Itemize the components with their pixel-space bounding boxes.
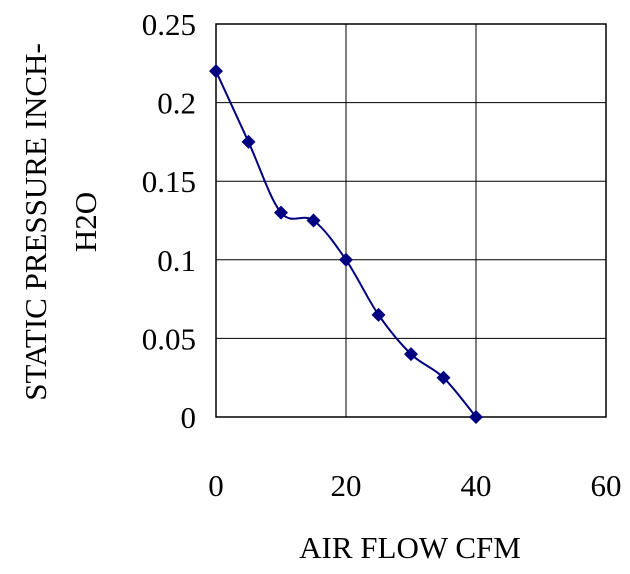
plot-area-frame <box>215 23 607 418</box>
y-axis-tick-labels: 0 0.05 0.1 0.15 0.2 0.25 <box>142 7 196 435</box>
data-point-marker <box>274 205 288 220</box>
data-point-marker <box>209 64 223 79</box>
data-point-marker <box>306 213 321 228</box>
y-axis-label-line1: STATIC PRESSURE INCH- <box>18 43 53 401</box>
data-point-marker <box>339 252 353 267</box>
data-point-marker <box>469 410 483 424</box>
y-tick-label: 0.15 <box>142 164 196 199</box>
y-axis-label-line2: H2O <box>68 192 103 252</box>
x-tick-label: 0 <box>208 468 224 503</box>
x-tick-label: 20 <box>331 468 362 503</box>
y-tick-label: 0 <box>181 400 197 435</box>
data-markers <box>209 64 483 424</box>
y-tick-label: 0.2 <box>157 86 196 121</box>
y-tick-label: 0.25 <box>142 7 196 42</box>
x-axis-tick-labels: 0 20 40 60 <box>208 468 621 503</box>
x-tick-label: 40 <box>461 468 492 503</box>
data-point-marker <box>241 134 256 149</box>
y-tick-label: 0.05 <box>142 321 196 356</box>
data-point-marker <box>436 370 451 385</box>
data-point-marker <box>404 347 418 362</box>
y-tick-label: 0.1 <box>157 243 196 278</box>
data-point-marker <box>371 307 386 322</box>
x-axis-label: AIR FLOW CFM <box>299 530 521 565</box>
x-tick-label: 60 <box>591 468 622 503</box>
